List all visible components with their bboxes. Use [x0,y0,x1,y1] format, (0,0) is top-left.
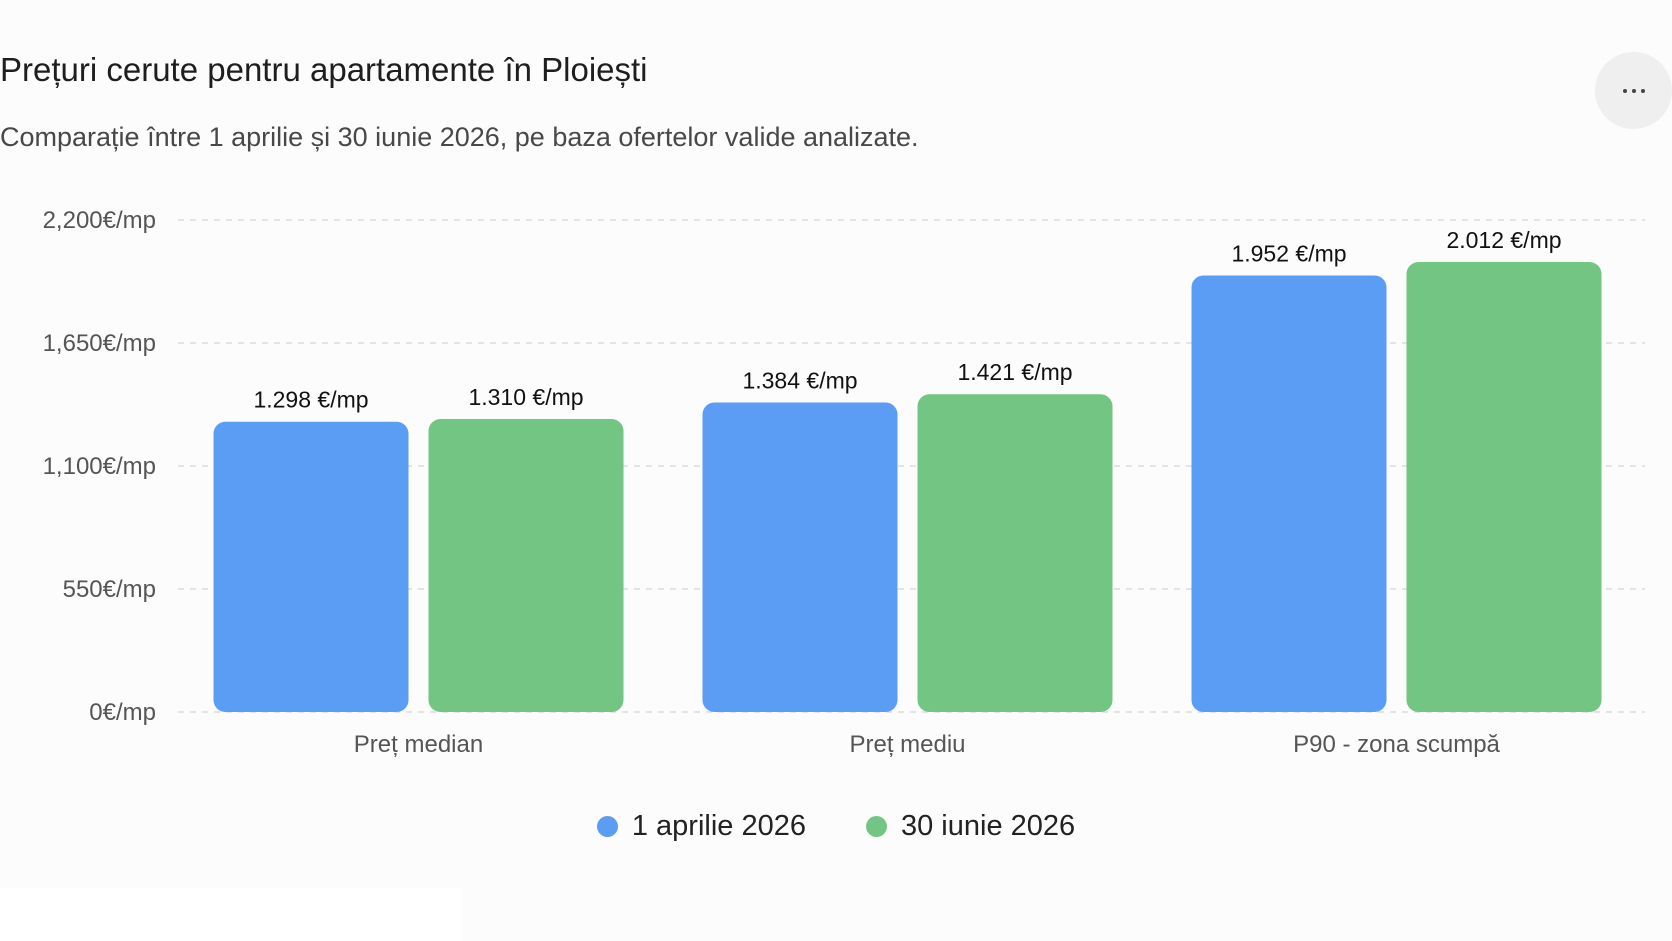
y-tick-label: 2,200€/mp [43,207,156,234]
data-label: 2.012 €/mp [1446,227,1561,253]
bar [213,421,409,712]
bar-chart: 0€/mp 550€/mp 1,100€/mp 1,650€/mp 2,200€/mp 1… [43,207,1645,758]
x-tick-label: Preț mediu [849,731,965,758]
chart-title: Prețuri cerute pentru apartamente în Plo… [0,51,648,88]
data-label: 1.310 €/mp [468,384,583,410]
y-tick-label: 1,650€/mp [43,330,156,357]
bar [428,419,624,712]
legend-item-series-2[interactable]: 30 iunie 2026 [865,810,1076,843]
x-tick-label: Preț median [354,731,483,758]
bar [917,394,1113,712]
more-options-button[interactable] [1595,52,1672,129]
more-horizontal-icon [1622,88,1645,93]
legend: 1 aprilie 2026 30 iunie 2026 [0,810,1672,843]
bar [1406,262,1602,712]
bar [702,402,898,712]
bottom-strip [0,888,462,941]
data-label: 1.298 €/mp [253,387,368,413]
legend-dot-icon [596,816,618,837]
y-tick-label: 0€/mp [89,699,156,726]
data-label: 1.952 €/mp [1231,240,1346,266]
data-label: 1.384 €/mp [742,367,857,393]
chart-subtitle: Comparație între 1 aprilie și 30 iunie 2… [0,122,919,152]
legend-label: 30 iunie 2026 [900,810,1076,842]
legend-dot-icon [865,816,887,837]
bar [1191,275,1387,712]
legend-item-series-1[interactable]: 1 aprilie 2026 [596,810,806,843]
y-tick-label: 1,100€/mp [43,453,156,480]
x-tick-label: P90 - zona scumpă [1293,731,1500,758]
data-label: 1.421 €/mp [957,359,1072,385]
legend-label: 1 aprilie 2026 [631,810,806,842]
y-tick-label: 550€/mp [63,576,156,603]
